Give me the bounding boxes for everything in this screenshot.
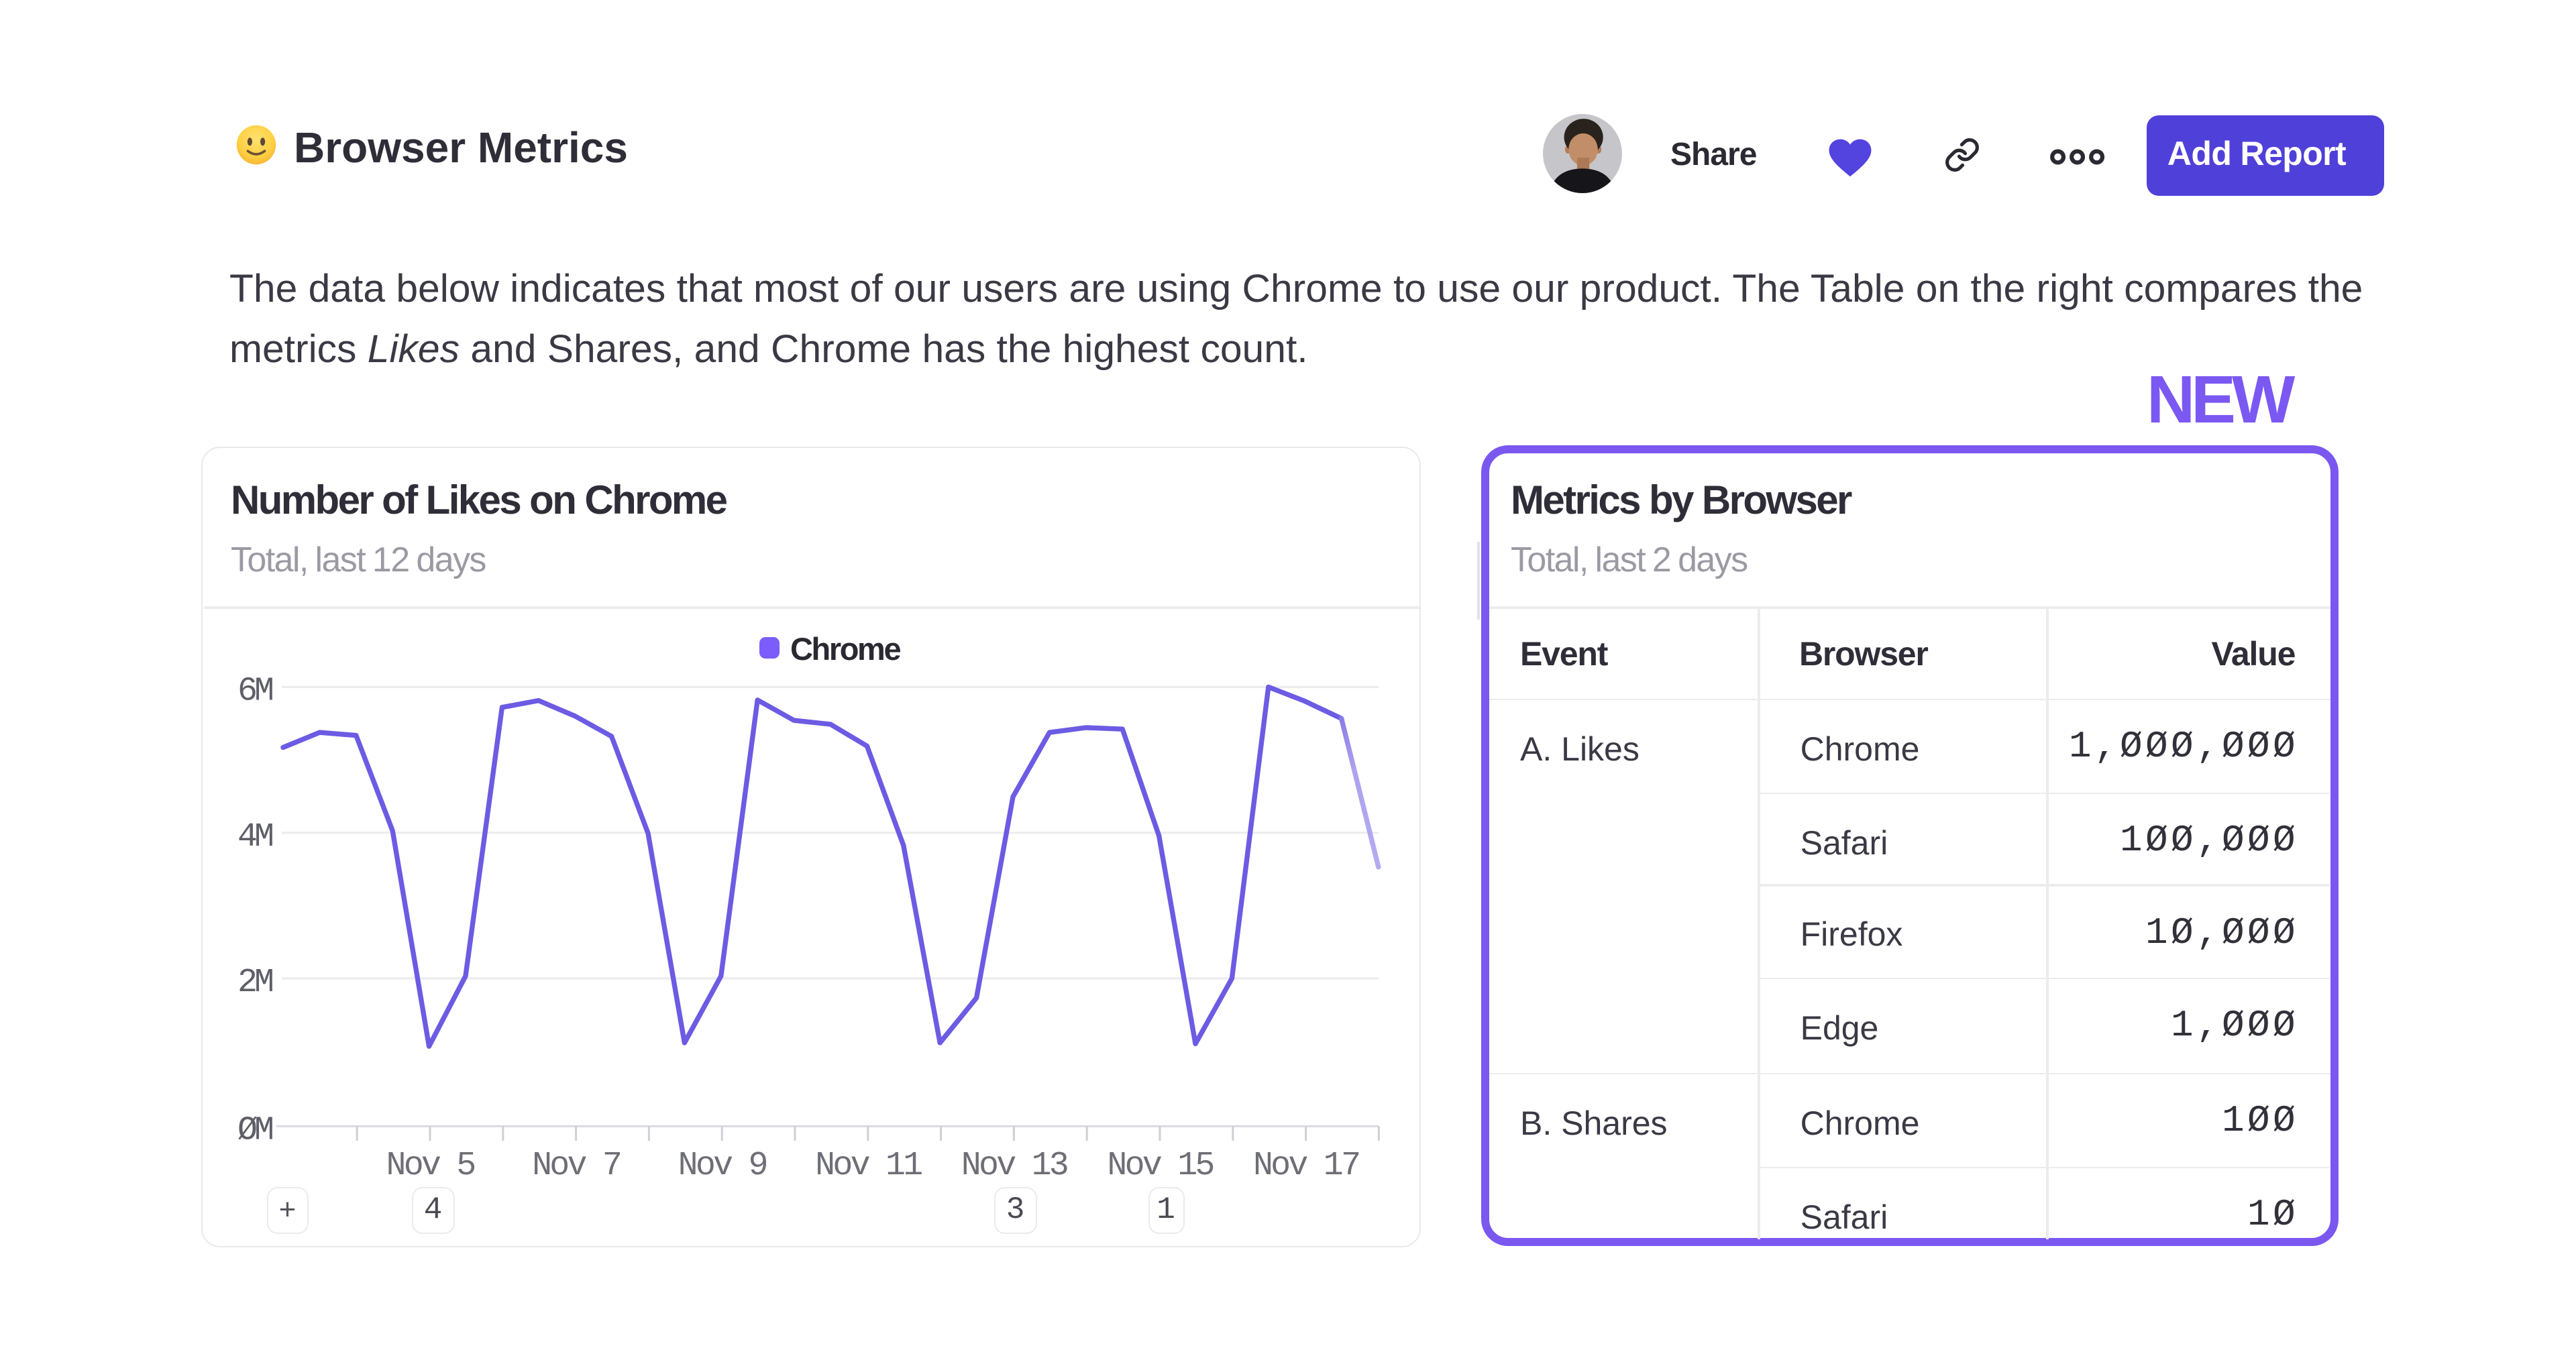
- svg-text:Nov 9: Nov 9: [678, 1147, 767, 1185]
- svg-text:Nov 5: Nov 5: [386, 1147, 474, 1185]
- svg-text:Nov 15: Nov 15: [1107, 1147, 1213, 1185]
- svg-text:Nov 7: Nov 7: [532, 1147, 621, 1185]
- svg-text:6M: 6M: [237, 672, 272, 710]
- svg-text:Nov 13: Nov 13: [961, 1147, 1067, 1185]
- svg-text:Nov 11: Nov 11: [815, 1147, 922, 1185]
- svg-text:Nov 17: Nov 17: [1253, 1147, 1359, 1185]
- svg-text:2M: 2M: [237, 964, 272, 1002]
- svg-text:4M: 4M: [237, 818, 272, 856]
- svg-text:ØM: ØM: [237, 1111, 272, 1149]
